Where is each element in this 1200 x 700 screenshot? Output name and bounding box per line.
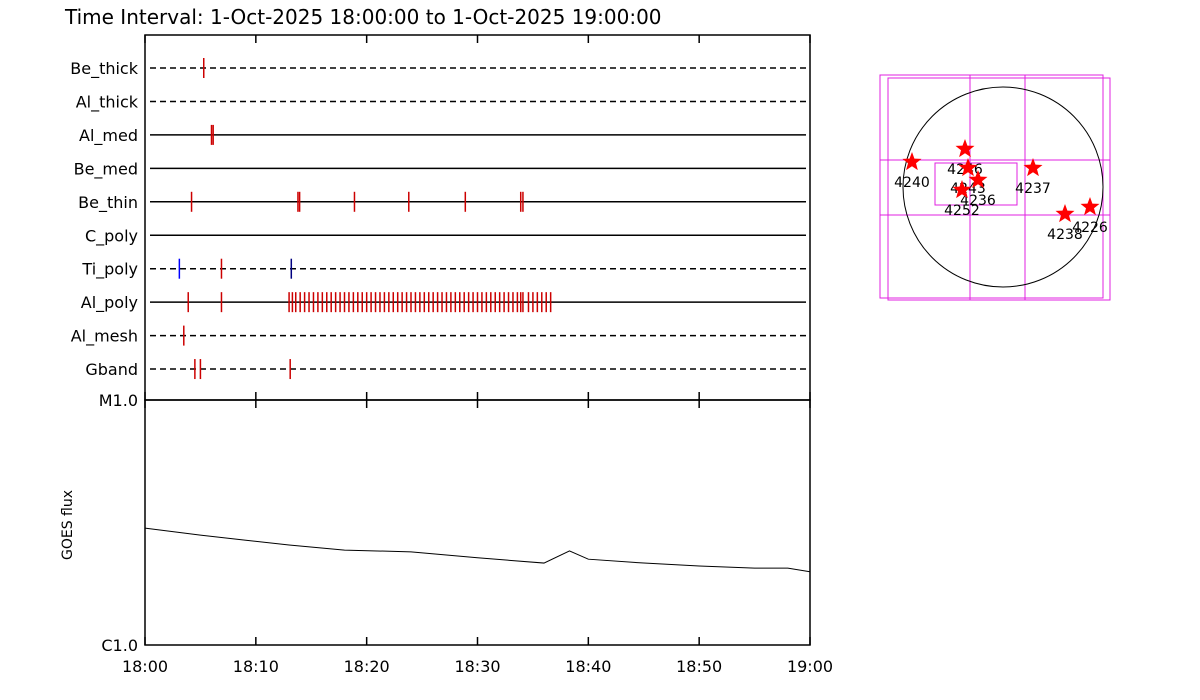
- row-label: Be_thick: [70, 59, 138, 79]
- region-label: 4238: [1047, 227, 1083, 243]
- row-label: Al_poly: [81, 293, 138, 313]
- fov-box: [887, 77, 1111, 301]
- row-label: Ti_poly: [81, 260, 138, 280]
- region-marker: [952, 180, 972, 199]
- region-label: 4226: [1072, 220, 1108, 236]
- row-label: Al_thick: [76, 92, 139, 112]
- y-tick-label: C1.0: [101, 636, 138, 655]
- x-tick-label: 18:30: [454, 657, 500, 676]
- region-marker: [1023, 158, 1043, 177]
- goes-curve: [144, 527, 811, 573]
- region-label: 4237: [1015, 181, 1051, 197]
- region-marker: [902, 152, 922, 171]
- y-axis-label: GOES flux: [60, 490, 76, 560]
- x-tick-label: 19:00: [787, 657, 833, 676]
- row-label: Be_thin: [78, 193, 138, 213]
- x-tick-label: 18:40: [565, 657, 611, 676]
- row-label: Al_med: [79, 126, 138, 146]
- x-tick-label: 18:10: [233, 657, 279, 676]
- x-tick-label: 18:20: [344, 657, 390, 676]
- row-label: Be_med: [74, 159, 138, 179]
- region-marker: [968, 170, 988, 189]
- region-label: 4252: [944, 203, 980, 219]
- row-label: C_poly: [85, 226, 138, 246]
- x-tick-label: 18:50: [676, 657, 722, 676]
- fov-box: [934, 162, 1018, 206]
- row-label: Gband: [85, 360, 138, 379]
- goes-frame: [144, 399, 811, 646]
- region-marker: [1080, 197, 1100, 216]
- x-tick-label: 18:00: [122, 657, 168, 676]
- solar-disk: [902, 86, 1104, 288]
- region-label: 4236: [960, 193, 996, 209]
- region-marker: [955, 139, 975, 158]
- region-label: 4240: [894, 175, 930, 191]
- timeline-frame: [144, 34, 811, 401]
- row-label: Al_mesh: [71, 327, 138, 347]
- chart-title: Time Interval: 1-Oct-2025 18:00:00 to 1-…: [64, 5, 662, 29]
- region-marker: [958, 158, 978, 177]
- y-tick-label: M1.0: [99, 391, 138, 410]
- region-marker: [1055, 204, 1075, 223]
